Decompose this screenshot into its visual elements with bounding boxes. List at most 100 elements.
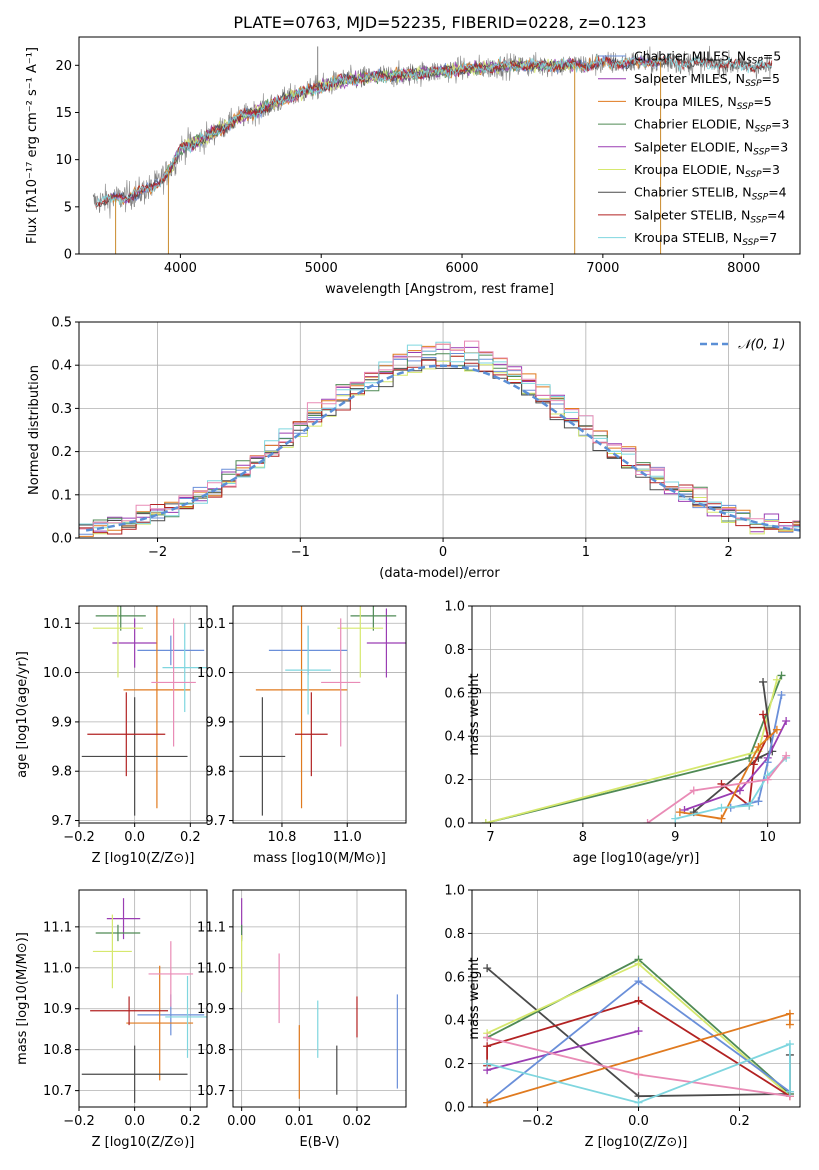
legend-text: Kroupa STELIB, N bbox=[634, 230, 742, 245]
y-tick-label: 0.8 bbox=[444, 927, 465, 942]
series-marker bbox=[772, 725, 781, 734]
series-marker bbox=[754, 797, 763, 806]
y-tick-label: 10.7 bbox=[43, 1084, 72, 1099]
y-tick-label: 10.1 bbox=[197, 617, 226, 632]
y-tick-label: 5 bbox=[64, 200, 72, 215]
legend-text: =5 bbox=[762, 71, 780, 86]
y-tick-label: 0.0 bbox=[444, 1101, 465, 1116]
y-tick-label: 9.9 bbox=[205, 715, 226, 730]
x-tick-label: 10 bbox=[759, 830, 776, 845]
y-tick-label: 9.7 bbox=[205, 814, 226, 829]
y-tick-label: 10.9 bbox=[197, 1002, 226, 1017]
x-tick-label: 0.2 bbox=[180, 1114, 201, 1129]
legend-text: =4 bbox=[768, 185, 786, 200]
series-marker bbox=[483, 964, 492, 973]
series-line bbox=[646, 755, 787, 823]
y-tick-label: 10.7 bbox=[197, 1084, 226, 1099]
series-marker bbox=[735, 786, 744, 795]
legend-entry: Kroupa STELIB, NSSP=7 bbox=[634, 230, 777, 248]
age-vs-mass-panel: 10.8 11.0 9.7 9.8 9.9 10.0 10.1 mass [log10(M/M… bbox=[197, 605, 407, 866]
y-tick-label: 20 bbox=[55, 59, 72, 74]
series-marker bbox=[634, 1027, 643, 1036]
y-tick-label: 11.1 bbox=[43, 920, 72, 935]
y-tick-label: 0.2 bbox=[51, 445, 72, 460]
y-axis-label: age [log10(age/yr)] bbox=[15, 651, 30, 778]
age-vs-mass-plot-area bbox=[239, 606, 406, 816]
legend-text: Chabrier ELODIE, N bbox=[634, 117, 754, 132]
y-tick-label: 0.2 bbox=[444, 773, 465, 788]
series-marker bbox=[745, 801, 754, 810]
y-tick-label: 15 bbox=[55, 106, 72, 121]
y-tick-label: 9.9 bbox=[51, 715, 72, 730]
y-tick-label: 1.0 bbox=[444, 884, 465, 899]
series-marker bbox=[777, 690, 786, 699]
legend-text: Salpeter STELIB, N bbox=[634, 207, 750, 222]
x-tick-label: 8 bbox=[579, 830, 587, 845]
y-tick-label: 11.0 bbox=[197, 961, 226, 976]
series-marker bbox=[717, 814, 726, 823]
x-tick-label: 4000 bbox=[164, 261, 197, 276]
x-tick-label: 0 bbox=[439, 545, 447, 560]
y-tick-label: 0 bbox=[64, 248, 72, 263]
series-marker bbox=[483, 1059, 492, 1068]
y-tick-label: 10.9 bbox=[43, 1002, 72, 1017]
y-tick-label: 10.0 bbox=[43, 666, 72, 681]
legend-text: =3 bbox=[762, 162, 780, 177]
legend-subscript: SSP bbox=[750, 215, 767, 225]
y-tick-label: 0.8 bbox=[444, 643, 465, 658]
legend-text: Chabrier STELIB, N bbox=[634, 185, 752, 200]
series-line bbox=[679, 729, 778, 820]
series-line bbox=[486, 1042, 791, 1104]
histogram-step bbox=[79, 341, 800, 538]
x-tick-label: 1 bbox=[582, 545, 590, 560]
mass-weight-vs-age-plot-area bbox=[481, 671, 791, 823]
y-tick-label: 0.4 bbox=[444, 1014, 465, 1029]
figure-title: PLATE=0763, MJD=52235, FIBERID=0228, z=0… bbox=[233, 13, 646, 32]
x-tick-label: 0.0 bbox=[124, 830, 145, 845]
series-marker bbox=[782, 717, 791, 726]
legend-text: =5 bbox=[753, 94, 771, 109]
y-tick-label: 0.1 bbox=[51, 488, 72, 503]
histogram-step bbox=[79, 340, 800, 538]
series-marker bbox=[634, 959, 643, 968]
y-axis-label: mass [log10(M/M⊙)] bbox=[15, 932, 30, 1065]
series-marker bbox=[483, 1098, 492, 1107]
series-marker bbox=[634, 996, 643, 1005]
x-tick-label: 6000 bbox=[445, 261, 478, 276]
x-axis-label: Z [log10(Z/Z⊙)] bbox=[92, 1135, 195, 1150]
legend-text: Kroupa MILES, N bbox=[634, 94, 737, 109]
mass-vs-Z-plot-area bbox=[81, 898, 207, 1103]
residuals-panel: −2 −1 0 1 2 0.0 0.1 0.2 0.3 0.4 0.5 (data-model)/er… bbox=[27, 316, 801, 581]
legend-entry: Chabrier MILES, NSSP=5 bbox=[634, 49, 781, 67]
legend-subscript: SSP bbox=[746, 57, 763, 67]
y-tick-label: 9.8 bbox=[51, 765, 72, 780]
x-tick-label: −2 bbox=[148, 545, 167, 560]
x-tick-label: 10.8 bbox=[267, 830, 296, 845]
legend-entry: Salpeter ELODIE, NSSP=3 bbox=[634, 139, 788, 157]
spectrum-model-line bbox=[95, 53, 772, 207]
series-marker bbox=[483, 1033, 492, 1042]
series-marker bbox=[759, 710, 768, 719]
legend-text: Chabrier MILES, N bbox=[634, 49, 746, 64]
y-tick-label: 0.3 bbox=[51, 402, 72, 417]
mass-weight-vs-Z-panel: −0.2 0.0 0.2 0.0 0.2 0.4 0.6 0.8 1.0 Z [log10(Z/Z… bbox=[444, 884, 801, 1150]
y-axis-label: mass weight bbox=[467, 957, 482, 1039]
axes-frame bbox=[78, 605, 208, 824]
y-axis-label: mass weight bbox=[467, 673, 482, 755]
series-marker bbox=[759, 677, 768, 686]
series-marker bbox=[785, 1009, 794, 1018]
axes-frame bbox=[78, 889, 208, 1108]
series-marker bbox=[689, 786, 698, 795]
x-tick-label: 7000 bbox=[586, 261, 619, 276]
mass-weight-vs-Z-plot-area bbox=[483, 955, 794, 1107]
mass-vs-EBV-panel: 0.00 0.01 0.02 10.7 10.8 10.9 11.0 11.1 E(B-V) bbox=[197, 889, 407, 1150]
normal-curve bbox=[85, 364, 800, 532]
axes-frame bbox=[471, 889, 801, 1108]
axes-frame bbox=[232, 605, 407, 824]
y-tick-label: 10 bbox=[55, 153, 72, 168]
y-tick-label: 10.1 bbox=[43, 617, 72, 632]
legend-entry: Salpeter STELIB, NSSP=4 bbox=[634, 207, 785, 225]
x-axis-label: Z [log10(Z/Z⊙)] bbox=[92, 851, 195, 866]
y-tick-label: 10.0 bbox=[197, 666, 226, 681]
